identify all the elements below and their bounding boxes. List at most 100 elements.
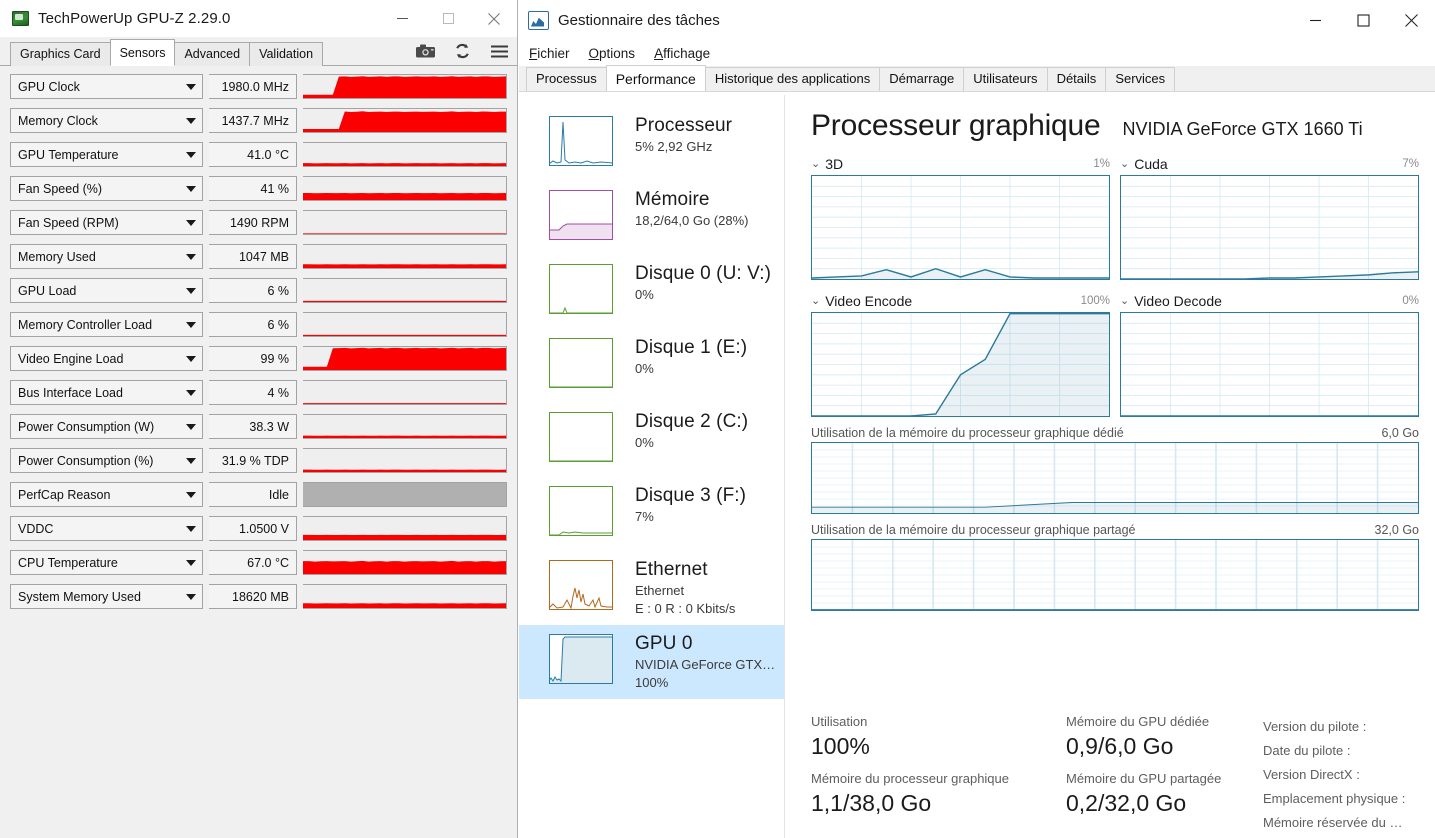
sensor-value: 1980.0 MHz bbox=[209, 74, 297, 99]
chevron-down-icon[interactable]: ⌄ bbox=[811, 157, 821, 170]
sidebar-item-ethernet[interactable]: Ethernet Ethernet E : 0 R : 0 Kbits/s bbox=[519, 551, 784, 625]
menu-icon[interactable] bbox=[489, 42, 509, 60]
chevron-down-icon[interactable] bbox=[186, 83, 196, 90]
close-icon[interactable] bbox=[471, 0, 517, 37]
page-title: Processeur graphique bbox=[811, 109, 1101, 142]
chevron-down-icon[interactable] bbox=[186, 491, 196, 498]
sensor-label: System Memory Used bbox=[18, 589, 141, 604]
maximize-icon[interactable] bbox=[425, 0, 471, 37]
menu-options[interactable]: Options bbox=[588, 45, 636, 61]
tab-processus[interactable]: Processus bbox=[526, 67, 607, 91]
sensor-name-dropdown[interactable]: Fan Speed (%) bbox=[10, 176, 203, 201]
chevron-down-icon[interactable]: ⌄ bbox=[811, 294, 821, 307]
tab-advanced[interactable]: Advanced bbox=[174, 42, 251, 66]
sidebar-item-meta: Ethernet Ethernet E : 0 R : 0 Kbits/s bbox=[635, 557, 735, 618]
sidebar-item-m-moire[interactable]: Mémoire 18,2/64,0 Go (28%) bbox=[519, 181, 784, 255]
sensor-row: System Memory Used 18620 MB bbox=[10, 583, 507, 610]
sidebar-sparkline bbox=[549, 338, 613, 388]
sensor-value: 41.0 °C bbox=[209, 142, 297, 167]
menu-affichage[interactable]: Affichage bbox=[654, 45, 711, 61]
tab-utilisateurs[interactable]: Utilisateurs bbox=[963, 67, 1048, 91]
sidebar-item-gpu-0[interactable]: GPU 0 NVIDIA GeForce GTX… 100% bbox=[519, 625, 784, 699]
sidebar-item-detail: 18,2/64,0 Go (28%) bbox=[635, 213, 749, 228]
sidebar-item-disque-3-f[interactable]: Disque 3 (F:) 7% bbox=[519, 477, 784, 551]
chevron-down-icon[interactable] bbox=[186, 423, 196, 430]
sensor-row: VDDC 1.0500 V bbox=[10, 515, 507, 542]
sensor-value: 31.9 % TDP bbox=[209, 448, 297, 473]
sensor-name-dropdown[interactable]: Fan Speed (RPM) bbox=[10, 210, 203, 235]
sensor-name-dropdown[interactable]: VDDC bbox=[10, 516, 203, 541]
performance-sidebar[interactable]: Processeur 5% 2,92 GHz Mémoire 18,2/64,0 Go… bbox=[519, 95, 785, 838]
sensor-graph bbox=[303, 278, 507, 303]
sensor-name-dropdown[interactable]: PerfCap Reason bbox=[10, 482, 203, 507]
menu-fichier[interactable]: Fichier bbox=[529, 45, 570, 61]
gpuz-window-title: TechPowerUp GPU-Z 2.29.0 bbox=[38, 9, 231, 27]
chevron-down-icon[interactable] bbox=[186, 185, 196, 192]
sensor-name-dropdown[interactable]: GPU Clock bbox=[10, 74, 203, 99]
chevron-down-icon[interactable] bbox=[186, 219, 196, 226]
stats-column-3: Version du pilote : Date du pilote : Ver… bbox=[1263, 712, 1425, 838]
sensor-name-dropdown[interactable]: GPU Load bbox=[10, 278, 203, 303]
minimize-icon[interactable] bbox=[379, 0, 425, 37]
chevron-down-icon[interactable] bbox=[186, 321, 196, 328]
chevron-down-icon[interactable] bbox=[186, 253, 196, 260]
sensor-name-dropdown[interactable]: Memory Used bbox=[10, 244, 203, 269]
sensor-row: GPU Temperature 41.0 °C bbox=[10, 141, 507, 168]
sidebar-item-disque-2-c[interactable]: Disque 2 (C:) 0% bbox=[519, 403, 784, 477]
chevron-down-icon[interactable] bbox=[186, 389, 196, 396]
graph-3d-value: 1% bbox=[1093, 158, 1110, 170]
sensor-name-dropdown[interactable]: Power Consumption (W) bbox=[10, 414, 203, 439]
sensor-graph bbox=[303, 448, 507, 473]
chevron-down-icon[interactable]: ⌄ bbox=[1120, 157, 1130, 170]
sensor-name-dropdown[interactable]: System Memory Used bbox=[10, 584, 203, 609]
chevron-down-icon[interactable] bbox=[186, 593, 196, 600]
minimize-icon[interactable] bbox=[1291, 0, 1339, 40]
sidebar-item-label: Disque 3 (F:) bbox=[635, 485, 747, 506]
chevron-down-icon[interactable] bbox=[186, 525, 196, 532]
chevron-down-icon[interactable]: ⌄ bbox=[1120, 294, 1130, 307]
sensor-row: GPU Load 6 % bbox=[10, 277, 507, 304]
tab-historique-des-applications[interactable]: Historique des applications bbox=[704, 67, 881, 91]
graph-video-encode-plot bbox=[811, 312, 1110, 417]
sensor-name-dropdown[interactable]: Power Consumption (%) bbox=[10, 448, 203, 473]
close-icon[interactable] bbox=[1387, 0, 1435, 40]
sensor-name-dropdown[interactable]: CPU Temperature bbox=[10, 550, 203, 575]
sensor-name-dropdown[interactable]: Video Engine Load bbox=[10, 346, 203, 371]
sensor-list: GPU Clock 1980.0 MHz Memory Clock 1437.7 MH… bbox=[0, 67, 517, 610]
sidebar-item-detail: Ethernet bbox=[635, 583, 685, 598]
taskmgr-window-title: Gestionnaire des tâches bbox=[558, 11, 720, 29]
sidebar-item-label: Disque 0 (U: V:) bbox=[635, 263, 772, 284]
chevron-down-icon[interactable] bbox=[186, 355, 196, 362]
sensor-row: Fan Speed (%) 41 % bbox=[10, 175, 507, 202]
tab-services[interactable]: Services bbox=[1105, 67, 1176, 91]
tab-d-tails[interactable]: Détails bbox=[1046, 67, 1107, 91]
sensor-graph bbox=[303, 176, 507, 201]
chevron-down-icon[interactable] bbox=[186, 287, 196, 294]
stat-key: Mémoire du GPU dédiée bbox=[1066, 714, 1210, 729]
sidebar-item-disque-1-e[interactable]: Disque 1 (E:) 0% bbox=[519, 329, 784, 403]
shared-memory-capacity: 32,0 Go bbox=[1374, 523, 1419, 537]
sidebar-item-disque-0-u-v[interactable]: Disque 0 (U: V:) 0% bbox=[519, 255, 784, 329]
stat-value: 0,2/32,0 Go bbox=[1066, 790, 1187, 816]
chevron-down-icon[interactable] bbox=[186, 559, 196, 566]
tab-d-marrage[interactable]: Démarrage bbox=[879, 67, 965, 91]
stat-value: 100% bbox=[811, 733, 870, 759]
chevron-down-icon[interactable] bbox=[186, 117, 196, 124]
refresh-icon[interactable] bbox=[452, 42, 472, 60]
tab-performance[interactable]: Performance bbox=[605, 65, 706, 91]
tab-graphics-card[interactable]: Graphics Card bbox=[10, 42, 111, 66]
tab-sensors[interactable]: Sensors bbox=[109, 39, 176, 66]
sensor-name-dropdown[interactable]: GPU Temperature bbox=[10, 142, 203, 167]
maximize-icon[interactable] bbox=[1339, 0, 1387, 40]
sidebar-item-processeur[interactable]: Processeur 5% 2,92 GHz bbox=[519, 107, 784, 181]
sensor-name-dropdown[interactable]: Memory Clock bbox=[10, 108, 203, 133]
sensor-name-dropdown[interactable]: Bus Interface Load bbox=[10, 380, 203, 405]
sidebar-item-meta: Disque 2 (C:) 0% bbox=[635, 409, 748, 452]
camera-icon[interactable] bbox=[415, 42, 435, 60]
chevron-down-icon[interactable] bbox=[186, 457, 196, 464]
sensor-row: Bus Interface Load 4 % bbox=[10, 379, 507, 406]
graph-video-decode-label: Video Decode bbox=[1134, 293, 1222, 309]
sensor-name-dropdown[interactable]: Memory Controller Load bbox=[10, 312, 203, 337]
tab-validation[interactable]: Validation bbox=[249, 42, 324, 66]
chevron-down-icon[interactable] bbox=[186, 151, 196, 158]
